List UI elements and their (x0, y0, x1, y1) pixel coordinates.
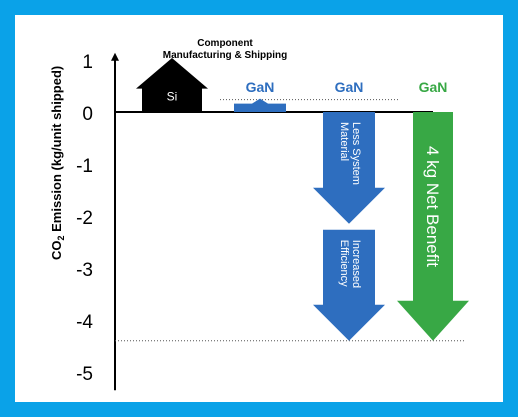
gan-net-benefit-arrow (397, 112, 469, 341)
y-tick-label: -2 (76, 208, 93, 229)
co2-chart: 1 0 -1 -2 -3 -4 -5 CO2 Emission (kg/unit shippe… (49, 38, 469, 391)
si-bar-arrow (136, 58, 208, 112)
gan-label-1: GaN (246, 79, 275, 95)
si-bar-label: Si (167, 90, 178, 104)
y-axis-title: CO2 Emission (kg/unit shipped) (49, 66, 66, 260)
si-caption-line: Component (197, 38, 253, 49)
y-tick-label: 1 (82, 52, 93, 73)
gan-bar-2-segment-arrow (313, 112, 385, 224)
gan-segment-text: Less SystemMaterial (338, 122, 362, 185)
gan-label-2: GaN (335, 79, 364, 95)
si-caption-line: Manufacturing & Shipping (163, 50, 287, 61)
gan-segment-text: IncreasedEfficiency (338, 240, 362, 288)
y-tick-label: -4 (76, 312, 93, 333)
y-tick-label: -3 (76, 260, 93, 281)
y-axis-arrowhead (111, 52, 119, 61)
gan-bar-1-arrow (234, 98, 286, 112)
y-tick-label: -5 (76, 364, 93, 385)
y-tick-label: -1 (76, 156, 93, 177)
y-tick-label: 0 (82, 104, 93, 125)
gan-label-3: GaN (419, 79, 448, 95)
chart-panel: 1 0 -1 -2 -3 -4 -5 CO2 Emission (kg/unit shippe… (15, 15, 503, 402)
net-benefit-text: 4 kg Net Benefit (423, 146, 442, 267)
gan-bar-2-segment-arrow (313, 229, 385, 341)
